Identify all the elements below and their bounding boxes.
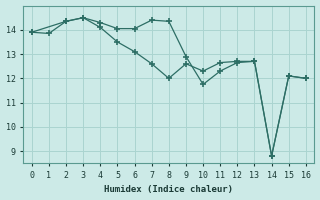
X-axis label: Humidex (Indice chaleur): Humidex (Indice chaleur)	[104, 185, 233, 194]
